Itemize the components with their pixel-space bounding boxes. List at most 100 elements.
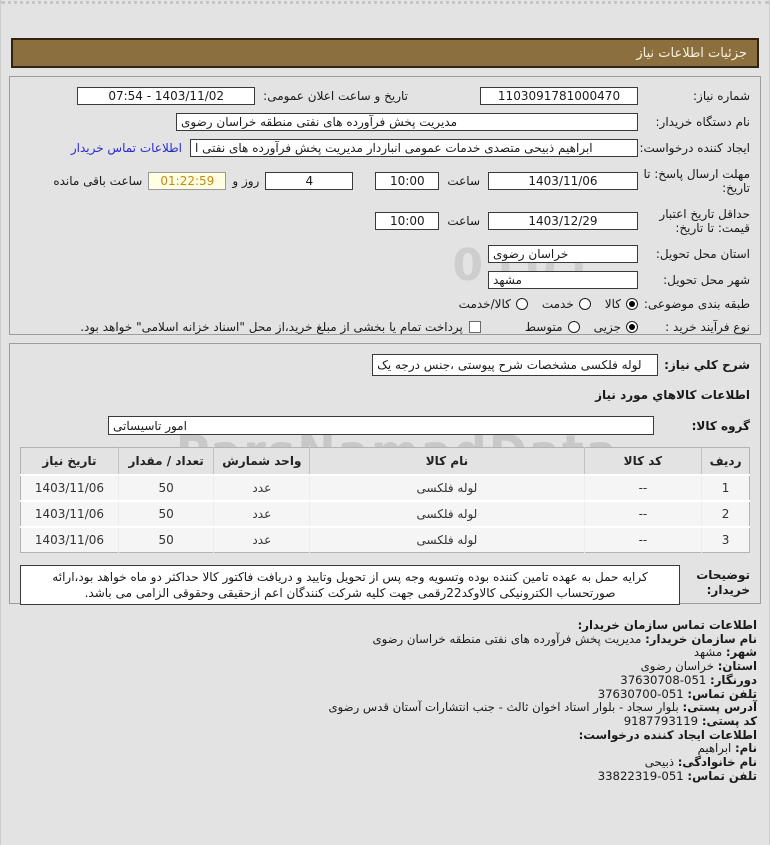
- cell-name: لوله فلکسی: [309, 525, 585, 553]
- cell-qty: 50: [117, 525, 214, 553]
- price-validity-time-field[interactable]: 10:00: [375, 212, 440, 230]
- response-deadline-date-field[interactable]: 1403/11/06: [488, 172, 638, 190]
- org-contact-heading: اطلاعات تماس سازمان خریدار:: [577, 618, 757, 632]
- goods-group-label: گروه کالا:: [691, 418, 750, 433]
- radio-goods-label: کالا: [604, 297, 621, 311]
- org-postal-line: کد پستی: 9187793119: [9, 713, 757, 728]
- col-code: کد کالا: [583, 447, 702, 476]
- org-name-line: نام سازمان خریدار: مدیریت پخش فرآورده ها…: [9, 631, 757, 646]
- days-remaining-label: روز و: [232, 174, 260, 188]
- goods-table: ردیف کد کالا نام کالا واحد شمارش تعداد /…: [20, 447, 750, 553]
- radio-service[interactable]: [578, 298, 591, 310]
- goods-info-groupbox: شرح کلي نیاز: لوله فلکسی مشخصات شرح پیوس…: [9, 343, 761, 605]
- radio-goods-service[interactable]: [515, 298, 528, 310]
- delivery-province-label: استان محل تحویل:: [655, 247, 750, 261]
- cell-code: --: [583, 499, 702, 527]
- general-description-field[interactable]: لوله فلکسی مشخصات شرح پیوستی ،جنس درجه ی…: [372, 354, 659, 376]
- goods-section-heading: اطلاعات کالاهاي مورد نیاز: [595, 388, 750, 402]
- general-description-label: شرح کلي نیاز:: [664, 358, 750, 372]
- cell-name: لوله فلکسی: [309, 499, 585, 527]
- table-row: 2 -- لوله فلکسی عدد 50 1403/11/06: [20, 499, 750, 527]
- org-postal-label: کد پستی:: [701, 713, 757, 728]
- creator-phone-line: تلفن تماس: 33822319-051: [9, 768, 757, 783]
- org-fax-label: دورنگار:: [710, 672, 757, 687]
- days-remaining-field[interactable]: 4: [265, 172, 354, 190]
- goods-table-header-row: ردیف کد کالا نام کالا واحد شمارش تعداد /…: [20, 447, 750, 476]
- buyer-org-label: نام دستگاه خریدار:: [655, 115, 751, 129]
- org-city-line: شهر: مشهد: [9, 646, 757, 659]
- org-province-value: خراسان رضوی: [640, 659, 714, 674]
- col-date: تاریخ نیاز: [20, 447, 119, 476]
- need-number-field[interactable]: 1103091781000470: [480, 87, 638, 105]
- radio-partial[interactable]: [626, 321, 638, 333]
- org-fax-value: 37630708-051: [620, 672, 707, 687]
- purchase-process-label: نوع فرآیند خرید :: [665, 320, 750, 334]
- org-address-line: آدرس پستی: بلوار سجاد - بلوار استاد اخوا…: [9, 701, 757, 714]
- radio-goods[interactable]: [626, 298, 638, 310]
- request-creator-label: ایجاد کننده درخواست:: [639, 141, 750, 155]
- col-unit: واحد شمارش: [213, 447, 310, 476]
- announce-datetime-label: تاریخ و ساعت اعلان عمومی:: [263, 89, 408, 103]
- org-phone-label: تلفن تماس:: [687, 686, 757, 701]
- cell-unit: عدد: [213, 499, 310, 527]
- radio-medium[interactable]: [567, 321, 580, 333]
- subject-classification-label: طبقه بندی موضوعی:: [643, 297, 750, 311]
- org-name-value: مدیریت پخش فرآورده های نفتی منطقه خراسان…: [372, 631, 642, 646]
- table-row: 1 -- لوله فلکسی عدد 50 1403/11/06: [20, 473, 750, 501]
- cell-code: --: [583, 473, 702, 501]
- treasury-checkbox-label: پرداخت تمام یا بخشی از مبلغ خرید،از محل …: [80, 320, 463, 334]
- announce-datetime-field[interactable]: 07:54 - 1403/11/02: [77, 87, 256, 105]
- validity-hour-label: ساعت: [447, 214, 480, 228]
- buyer-notes-field[interactable]: کرایه حمل به عهده تامین کننده بوده وتسوی…: [20, 565, 680, 605]
- cell-code: --: [583, 525, 702, 553]
- org-postal-value: 9187793119: [623, 713, 699, 728]
- org-address-label: آدرس پستی:: [682, 700, 757, 715]
- table-row: 3 -- لوله فلکسی عدد 50 1403/11/06: [20, 525, 750, 553]
- org-province-label: استان:: [717, 659, 757, 674]
- creator-phone-label: تلفن تماس:: [687, 768, 757, 783]
- hours-remaining-label: ساعت باقی مانده: [53, 174, 143, 188]
- radio-service-label: خدمت: [541, 297, 574, 311]
- cell-date: 1403/11/06: [20, 499, 119, 527]
- goods-group-field[interactable]: امور تاسیساتی: [108, 416, 654, 435]
- page-title: جزئیات اطلاعات نیاز: [636, 45, 747, 61]
- delivery-city-label: شهر محل تحویل:: [663, 273, 750, 287]
- contact-section: اطلاعات تماس سازمان خریدار: نام سازمان خ…: [9, 618, 757, 783]
- creator-lname-line: نام خانوادگی: ذبیحی: [9, 755, 757, 769]
- col-qty: تعداد / مقدار: [117, 447, 214, 476]
- org-name-label: نام سازمان خریدار:: [645, 631, 757, 646]
- delivery-city-field[interactable]: مشهد: [488, 271, 638, 289]
- org-city-value: مشهد: [693, 645, 723, 660]
- org-address-value: بلوار سجاد - بلوار استاد اخوان ثالث - جن…: [328, 700, 679, 715]
- price-validity-date-field[interactable]: 1403/12/29: [488, 212, 638, 230]
- request-creator-field[interactable]: ابراهیم ذبیحی متصدی خدمات عمومی انباردار…: [190, 139, 638, 157]
- cell-row: 3: [701, 525, 750, 553]
- cell-qty: 50: [117, 473, 214, 501]
- top-divider: [1, 1, 769, 4]
- radio-goods-service-label: کالا/خدمت: [458, 297, 511, 311]
- org-fax-line: دورنگار: 37630708-051: [9, 672, 757, 687]
- org-city-label: شهر:: [725, 645, 757, 660]
- buyer-contact-link[interactable]: اطلاعات تماس خریدار: [70, 141, 182, 155]
- response-deadline-label: مهلت ارسال پاسخ: تا تاریخ:: [643, 167, 750, 195]
- response-deadline-time-field[interactable]: 10:00: [375, 172, 440, 190]
- cell-date: 1403/11/06: [20, 473, 119, 501]
- creator-fname-label: نام:: [734, 741, 757, 756]
- buyer-notes-label: توضیحات خریدار:: [696, 568, 750, 597]
- creator-phone-value: 33822319-051: [597, 768, 684, 783]
- org-phone-line: تلفن تماس: 37630700-051: [9, 686, 757, 701]
- need-info-groupbox: شماره نیاز: 1103091781000470 تاریخ و ساع…: [9, 76, 761, 335]
- org-phone-value: 37630700-051: [597, 686, 684, 701]
- col-name: نام کالا: [309, 447, 585, 476]
- col-row: ردیف: [701, 447, 750, 476]
- treasury-checkbox[interactable]: [468, 321, 481, 333]
- cell-date: 1403/11/06: [20, 525, 119, 553]
- creator-info-heading: اطلاعات ایجاد کننده درخواست:: [578, 727, 757, 742]
- radio-medium-label: متوسط: [524, 320, 563, 334]
- delivery-province-field[interactable]: خراسان رضوی: [488, 245, 638, 263]
- cell-row: 1: [701, 473, 750, 501]
- cell-row: 2: [701, 499, 750, 527]
- creator-fname-value: ابراهیم: [697, 741, 732, 756]
- buyer-org-field[interactable]: مدیریت پخش فرآورده های نفتی منطقه خراسان…: [176, 113, 638, 131]
- price-validity-label: حداقل تاریخ اعتبار قیمت: تا تاریخ:: [659, 207, 750, 235]
